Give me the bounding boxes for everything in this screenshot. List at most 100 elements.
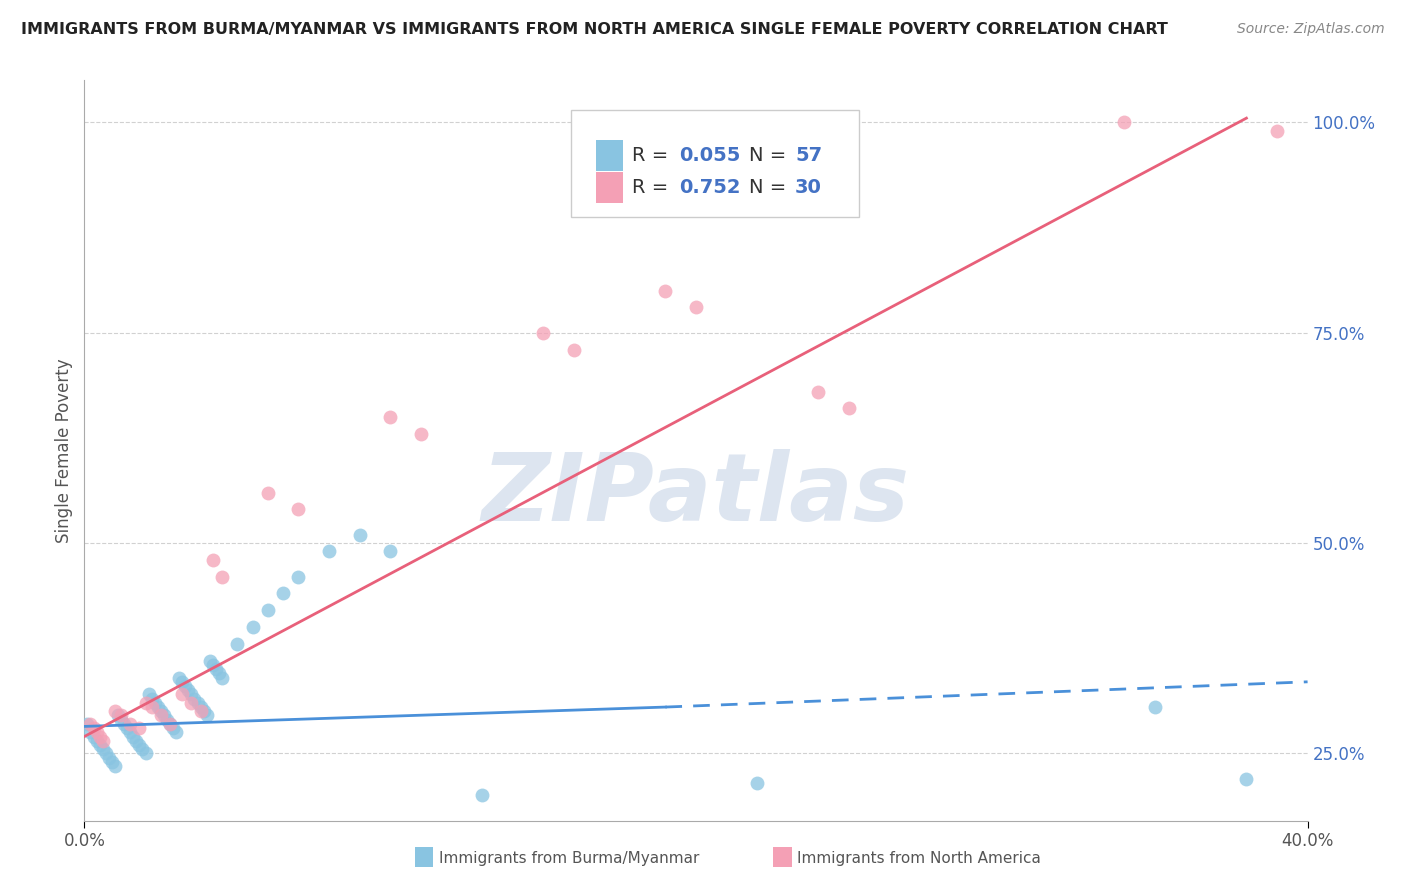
Text: Source: ZipAtlas.com: Source: ZipAtlas.com bbox=[1237, 22, 1385, 37]
FancyBboxPatch shape bbox=[596, 140, 623, 171]
Text: N =: N = bbox=[748, 146, 792, 165]
Point bbox=[562, 343, 585, 357]
Text: N =: N = bbox=[748, 178, 792, 197]
Point bbox=[190, 704, 212, 718]
Point bbox=[186, 696, 208, 710]
Text: ZIPatlas: ZIPatlas bbox=[482, 449, 910, 541]
Point bbox=[149, 708, 172, 723]
Point bbox=[177, 683, 200, 698]
Point bbox=[149, 704, 172, 718]
Text: R =: R = bbox=[633, 146, 675, 165]
Point bbox=[287, 502, 309, 516]
Point bbox=[271, 586, 294, 600]
Point bbox=[110, 708, 132, 723]
Text: Immigrants from Burma/Myanmar: Immigrants from Burma/Myanmar bbox=[439, 851, 699, 865]
Point bbox=[471, 789, 494, 803]
Point bbox=[380, 544, 402, 558]
Text: 0.055: 0.055 bbox=[679, 146, 740, 165]
Point bbox=[193, 704, 215, 718]
Point bbox=[198, 654, 221, 668]
Point bbox=[76, 717, 98, 731]
Point bbox=[201, 553, 224, 567]
Point bbox=[86, 725, 108, 739]
Point bbox=[83, 721, 105, 735]
Point bbox=[97, 750, 120, 764]
Point bbox=[86, 733, 108, 747]
Point bbox=[205, 662, 228, 676]
Point bbox=[1143, 700, 1166, 714]
Point bbox=[112, 717, 135, 731]
FancyBboxPatch shape bbox=[596, 172, 623, 203]
Point bbox=[1236, 772, 1258, 786]
Point bbox=[226, 637, 249, 651]
Point bbox=[201, 658, 224, 673]
Point bbox=[141, 700, 163, 714]
Point bbox=[153, 708, 176, 723]
Point bbox=[104, 704, 127, 718]
Point bbox=[79, 725, 101, 739]
Point bbox=[211, 671, 233, 685]
Point bbox=[120, 725, 142, 739]
Point bbox=[531, 326, 554, 340]
Point bbox=[146, 700, 169, 714]
Point bbox=[83, 730, 105, 744]
Point bbox=[101, 755, 124, 769]
Text: 57: 57 bbox=[794, 146, 823, 165]
Point bbox=[79, 717, 101, 731]
Point bbox=[91, 742, 114, 756]
Point bbox=[131, 742, 153, 756]
Point bbox=[172, 674, 194, 689]
Point bbox=[159, 717, 181, 731]
Point bbox=[174, 679, 197, 693]
Point bbox=[91, 733, 114, 747]
Point bbox=[807, 384, 830, 399]
Point bbox=[190, 700, 212, 714]
Point bbox=[195, 708, 218, 723]
Point bbox=[1114, 115, 1136, 129]
Point bbox=[167, 671, 190, 685]
Point bbox=[143, 696, 166, 710]
Point bbox=[287, 569, 309, 583]
Point bbox=[257, 603, 280, 617]
Point bbox=[257, 485, 280, 500]
Point bbox=[211, 569, 233, 583]
Point bbox=[125, 733, 148, 747]
Point bbox=[349, 527, 371, 541]
Point bbox=[208, 666, 231, 681]
Point bbox=[94, 747, 117, 761]
Point bbox=[838, 401, 860, 416]
Point bbox=[115, 721, 138, 735]
Point bbox=[135, 696, 157, 710]
Point bbox=[180, 696, 202, 710]
Point bbox=[122, 730, 145, 744]
Point bbox=[172, 688, 194, 702]
Point bbox=[162, 721, 184, 735]
Point bbox=[183, 691, 205, 706]
Point bbox=[89, 738, 111, 752]
Y-axis label: Single Female Poverty: Single Female Poverty bbox=[55, 359, 73, 542]
Text: 30: 30 bbox=[794, 178, 823, 197]
Text: R =: R = bbox=[633, 178, 675, 197]
Point bbox=[135, 747, 157, 761]
Point bbox=[165, 725, 187, 739]
Point bbox=[318, 544, 340, 558]
Point bbox=[128, 738, 150, 752]
Point bbox=[159, 717, 181, 731]
Point bbox=[120, 717, 142, 731]
Point bbox=[89, 730, 111, 744]
Point bbox=[141, 691, 163, 706]
Point bbox=[156, 713, 179, 727]
Text: Immigrants from North America: Immigrants from North America bbox=[797, 851, 1040, 865]
Point bbox=[409, 426, 432, 441]
Point bbox=[380, 409, 402, 424]
Point bbox=[685, 301, 707, 315]
Text: IMMIGRANTS FROM BURMA/MYANMAR VS IMMIGRANTS FROM NORTH AMERICA SINGLE FEMALE POV: IMMIGRANTS FROM BURMA/MYANMAR VS IMMIGRA… bbox=[21, 22, 1168, 37]
Point bbox=[1265, 124, 1288, 138]
FancyBboxPatch shape bbox=[571, 110, 859, 218]
Point bbox=[104, 759, 127, 773]
Point bbox=[747, 776, 769, 790]
Point bbox=[128, 721, 150, 735]
Point bbox=[107, 708, 129, 723]
Point bbox=[180, 688, 202, 702]
Point bbox=[242, 620, 264, 634]
